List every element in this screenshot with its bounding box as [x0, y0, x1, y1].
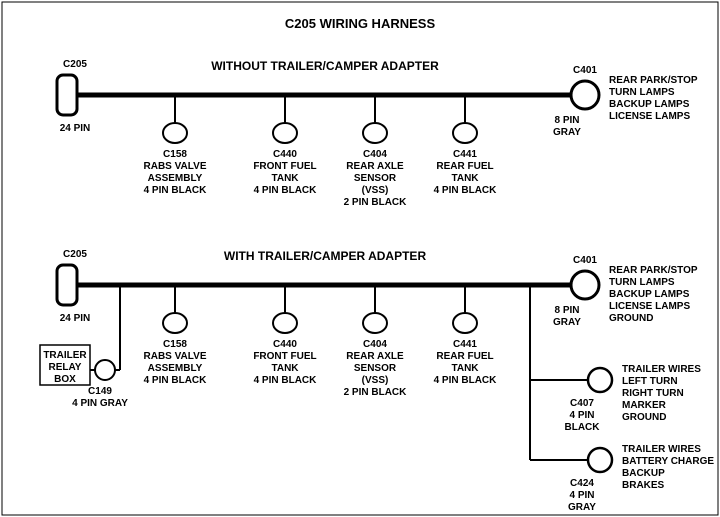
connector-C205 [57, 265, 77, 305]
connector-C441 [453, 313, 477, 333]
svg-text:2 PIN BLACK: 2 PIN BLACK [344, 387, 408, 398]
svg-text:4 PIN BLACK: 4 PIN BLACK [144, 375, 208, 386]
svg-text:REAR FUEL: REAR FUEL [436, 351, 493, 362]
svg-text:C441: C441 [453, 339, 477, 350]
svg-text:C407: C407 [570, 398, 594, 409]
svg-text:GRAY: GRAY [553, 317, 581, 328]
svg-text:GROUND: GROUND [622, 412, 666, 423]
svg-text:4 PIN BLACK: 4 PIN BLACK [434, 185, 498, 196]
svg-text:LICENSE LAMPS: LICENSE LAMPS [609, 301, 690, 312]
connector-C149 [95, 360, 115, 380]
connector-C401 [571, 271, 599, 299]
svg-text:(VSS): (VSS) [362, 375, 389, 386]
svg-text:C440: C440 [273, 149, 297, 160]
svg-text:4 PIN GRAY: 4 PIN GRAY [72, 398, 128, 409]
svg-text:C404: C404 [363, 339, 387, 350]
svg-text:4 PIN BLACK: 4 PIN BLACK [434, 375, 498, 386]
svg-text:TRAILER WIRES: TRAILER WIRES [622, 364, 701, 375]
svg-text:BLACK: BLACK [565, 422, 601, 433]
svg-text:BACKUP LAMPS: BACKUP LAMPS [609, 99, 690, 110]
svg-text:FRONT FUEL: FRONT FUEL [253, 161, 316, 172]
svg-text:24 PIN: 24 PIN [60, 123, 91, 134]
svg-text:TURN LAMPS: TURN LAMPS [609, 87, 675, 98]
connector-C441 [453, 123, 477, 143]
svg-text:BATTERY CHARGE: BATTERY CHARGE [622, 456, 714, 467]
svg-text:REAR AXLE: REAR AXLE [346, 161, 404, 172]
svg-text:REAR FUEL: REAR FUEL [436, 161, 493, 172]
svg-text:24 PIN: 24 PIN [60, 313, 91, 324]
svg-text:RABS VALVE: RABS VALVE [144, 161, 207, 172]
svg-text:4 PIN BLACK: 4 PIN BLACK [144, 185, 208, 196]
svg-text:SENSOR: SENSOR [354, 173, 397, 184]
connector-C440 [273, 123, 297, 143]
svg-text:RABS VALVE: RABS VALVE [144, 351, 207, 362]
svg-text:4 PIN BLACK: 4 PIN BLACK [254, 185, 318, 196]
svg-text:C401: C401 [573, 255, 597, 266]
svg-text:REAR PARK/STOP: REAR PARK/STOP [609, 265, 698, 276]
section-subtitle: WITHOUT TRAILER/CAMPER ADAPTER [211, 59, 439, 73]
svg-text:GRAY: GRAY [568, 502, 596, 513]
svg-text:ASSEMBLY: ASSEMBLY [148, 363, 203, 374]
connector-C158 [163, 123, 187, 143]
connector-C407 [588, 368, 612, 392]
svg-text:REAR AXLE: REAR AXLE [346, 351, 404, 362]
svg-text:TANK: TANK [451, 173, 479, 184]
svg-text:C441: C441 [453, 149, 477, 160]
svg-text:GROUND: GROUND [609, 313, 653, 324]
svg-text:REAR PARK/STOP: REAR PARK/STOP [609, 75, 698, 86]
svg-text:C205: C205 [63, 249, 87, 260]
svg-text:RELAY: RELAY [49, 362, 82, 373]
svg-text:BACKUP: BACKUP [622, 468, 665, 479]
connector-C404 [363, 313, 387, 333]
connector-C404 [363, 123, 387, 143]
svg-text:ASSEMBLY: ASSEMBLY [148, 173, 203, 184]
svg-text:C401: C401 [573, 65, 597, 76]
svg-text:8 PIN: 8 PIN [554, 115, 579, 126]
svg-text:GRAY: GRAY [553, 127, 581, 138]
svg-text:BOX: BOX [54, 374, 76, 385]
svg-text:4 PIN: 4 PIN [569, 490, 594, 501]
svg-text:C440: C440 [273, 339, 297, 350]
svg-text:8 PIN: 8 PIN [554, 305, 579, 316]
svg-text:TANK: TANK [271, 173, 299, 184]
svg-text:LICENSE LAMPS: LICENSE LAMPS [609, 111, 690, 122]
svg-text:C404: C404 [363, 149, 387, 160]
svg-text:C158: C158 [163, 149, 187, 160]
connector-C205 [57, 75, 77, 115]
svg-text:TRAILER: TRAILER [43, 350, 87, 361]
svg-text:C149: C149 [88, 386, 112, 397]
page-title: C205 WIRING HARNESS [285, 16, 436, 31]
svg-text:4 PIN: 4 PIN [569, 410, 594, 421]
svg-text:FRONT FUEL: FRONT FUEL [253, 351, 316, 362]
svg-text:2 PIN BLACK: 2 PIN BLACK [344, 197, 408, 208]
connector-C401 [571, 81, 599, 109]
svg-text:TURN LAMPS: TURN LAMPS [609, 277, 675, 288]
svg-text:TANK: TANK [271, 363, 299, 374]
svg-text:C205: C205 [63, 59, 87, 70]
svg-text:SENSOR: SENSOR [354, 363, 397, 374]
svg-text:C424: C424 [570, 478, 594, 489]
svg-text:TANK: TANK [451, 363, 479, 374]
svg-text:RIGHT TURN: RIGHT TURN [622, 388, 684, 399]
svg-text:(VSS): (VSS) [362, 185, 389, 196]
svg-text:MARKER: MARKER [622, 400, 667, 411]
svg-text:TRAILER WIRES: TRAILER WIRES [622, 444, 701, 455]
svg-text:4 PIN BLACK: 4 PIN BLACK [254, 375, 318, 386]
svg-text:LEFT TURN: LEFT TURN [622, 376, 678, 387]
connector-C158 [163, 313, 187, 333]
svg-text:BACKUP LAMPS: BACKUP LAMPS [609, 289, 690, 300]
section-subtitle: WITH TRAILER/CAMPER ADAPTER [224, 249, 427, 263]
connector-C424 [588, 448, 612, 472]
connector-C440 [273, 313, 297, 333]
svg-text:BRAKES: BRAKES [622, 480, 665, 491]
svg-text:C158: C158 [163, 339, 187, 350]
